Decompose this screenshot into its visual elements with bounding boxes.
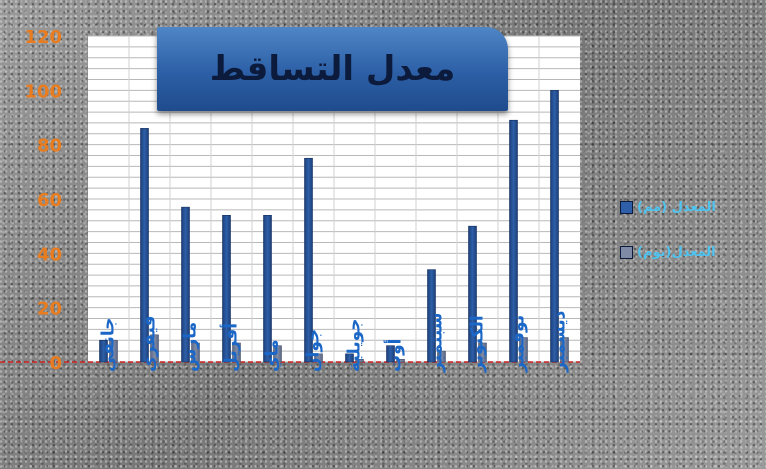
x-category-label: الكتوبر xyxy=(468,315,488,373)
bar-series-2 xyxy=(314,353,323,363)
bar-series-1 xyxy=(550,90,559,363)
y-tick-label: 40 xyxy=(37,244,62,265)
bar-series-2 xyxy=(109,339,118,363)
legend-label-series-2: المعدل(يوم) xyxy=(637,245,716,260)
bar-series-1 xyxy=(263,215,272,363)
x-category-label: جوان xyxy=(304,329,324,372)
bar-series-2 xyxy=(232,342,241,363)
legend-swatch-series-1 xyxy=(620,201,633,214)
bar-series-2 xyxy=(396,358,405,363)
x-category-label: مارس xyxy=(181,322,201,372)
bar-series-2 xyxy=(478,342,487,363)
legend-item-series-2: المعدل(يوم) xyxy=(620,245,760,260)
x-category-label: ماي xyxy=(263,340,283,373)
legend-swatch-series-2 xyxy=(620,246,633,259)
bar-series-1 xyxy=(386,345,395,363)
x-category-label: سبتمبر xyxy=(427,312,447,373)
y-tick-label: 100 xyxy=(24,81,62,102)
x-category-label: ديسمبر xyxy=(550,310,570,373)
x-category-label: أفريل xyxy=(220,323,242,372)
bar-series-1 xyxy=(345,353,354,363)
bar-series-2 xyxy=(150,334,159,363)
bar-series-1 xyxy=(140,128,149,363)
y-tick-label: 0 xyxy=(49,353,62,374)
bar-series-1 xyxy=(222,215,231,363)
bar-series-1 xyxy=(427,269,436,363)
x-category-label: أوت xyxy=(384,339,406,372)
bar-series-2 xyxy=(560,337,569,363)
x-category-label: فيفري xyxy=(140,316,160,372)
chart-title: معدل التساقط xyxy=(209,49,456,89)
bar-series-2 xyxy=(355,358,364,363)
bar-series-2 xyxy=(273,345,282,363)
bar-series-2 xyxy=(519,337,528,363)
x-category-label: جانفي xyxy=(99,318,119,372)
legend-label-series-1: المعدل (مم) xyxy=(637,200,716,215)
y-tick-label: 80 xyxy=(37,136,62,157)
y-tick-label: 20 xyxy=(37,299,62,320)
y-tick-label: 120 xyxy=(24,27,62,48)
x-category-label: نوفمبر xyxy=(509,315,529,373)
bar-series-1 xyxy=(181,206,190,363)
bar-series-1 xyxy=(304,157,313,363)
x-category-label: جويلية xyxy=(345,319,365,372)
bar-series-1 xyxy=(468,225,477,363)
bar-series-1 xyxy=(99,339,108,363)
chart-title-box: معدل التساقط xyxy=(157,27,508,111)
y-tick-label: 60 xyxy=(37,190,62,211)
bar-series-2 xyxy=(191,342,200,363)
legend-item-series-1: المعدل (مم) xyxy=(620,200,760,215)
bar-series-2 xyxy=(437,350,446,363)
bar-series-1 xyxy=(509,119,518,363)
chart-legend: المعدل (مم) المعدل(يوم) xyxy=(620,200,760,290)
